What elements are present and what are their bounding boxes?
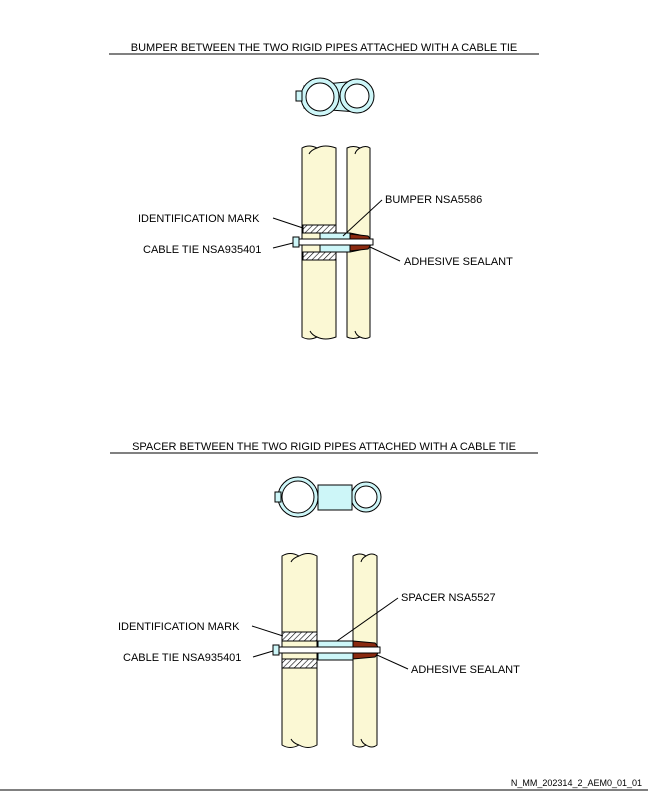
bumper-top-view <box>295 77 375 117</box>
cable-tie-head <box>292 236 300 248</box>
label-adhesive-sealant-1: ADHESIVE SEALANT <box>404 256 513 268</box>
label-bumper: BUMPER NSA5586 <box>385 194 482 206</box>
figure-bumper: BUMPER BETWEEN THE TWO RIGID PIPES ATTAC… <box>109 42 539 340</box>
leader-sealant-2 <box>376 654 409 670</box>
cable-tie-head-2 <box>272 644 280 656</box>
spacer-top-view <box>274 476 382 518</box>
figure-2-title: SPACER BETWEEN THE TWO RIGID PIPES ATTAC… <box>132 441 516 453</box>
leader-cable-tie-2 <box>252 650 274 658</box>
cable-tie-band-2 <box>278 646 381 654</box>
cable-tie-band <box>297 238 374 246</box>
drawing-reference: N_MM_202314_2_AEM0_01_01 <box>511 778 642 788</box>
identification-mark-upper <box>302 224 337 234</box>
label-adhesive-sealant-2: ADHESIVE SEALANT <box>411 664 520 676</box>
identification-mark-lower <box>302 251 337 261</box>
leader-identification-mark-2 <box>251 625 284 637</box>
label-spacer: SPACER NSA5527 <box>401 592 496 604</box>
leader-spacer <box>336 597 399 642</box>
label-identification-mark-2: IDENTIFICATION MARK <box>118 621 240 633</box>
identification-mark-lower-2 <box>281 658 318 669</box>
leader-bumper <box>342 199 383 237</box>
leader-sealant-1 <box>369 246 401 262</box>
label-cable-tie-1: CABLE TIE NSA935401 <box>143 244 261 256</box>
leader-identification-mark-1 <box>272 217 304 229</box>
label-cable-tie-2: CABLE TIE NSA935401 <box>123 652 241 664</box>
figure-spacer: SPACER BETWEEN THE TWO RIGID PIPES ATTAC… <box>110 441 538 748</box>
identification-mark-upper-2 <box>281 631 318 642</box>
leader-cable-tie-1 <box>272 242 294 249</box>
label-identification-mark-1: IDENTIFICATION MARK <box>138 213 260 225</box>
figure-1-title: BUMPER BETWEEN THE TWO RIGID PIPES ATTAC… <box>131 42 518 54</box>
